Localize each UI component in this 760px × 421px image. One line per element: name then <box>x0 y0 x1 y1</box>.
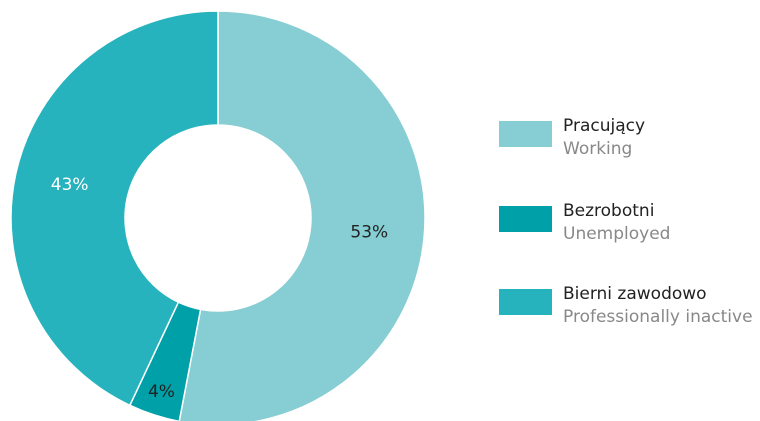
legend-sublabel: Working <box>563 139 632 159</box>
data-label: 53% <box>350 222 388 242</box>
legend-swatch <box>499 289 552 315</box>
legend-swatch <box>499 206 552 232</box>
donut-slice <box>178 10 426 421</box>
legend-swatch <box>499 121 552 147</box>
data-label: 4% <box>148 382 175 402</box>
legend-sublabel: Unemployed <box>563 224 670 244</box>
legend-label: Pracujący <box>563 116 645 136</box>
legend-sublabel: Professionally inactive <box>563 307 753 327</box>
data-label: 43% <box>51 175 89 195</box>
donut-slice <box>10 10 219 407</box>
legend-label: Bezrobotni <box>563 201 654 221</box>
legend-label: Bierni zawodowo <box>563 284 707 304</box>
